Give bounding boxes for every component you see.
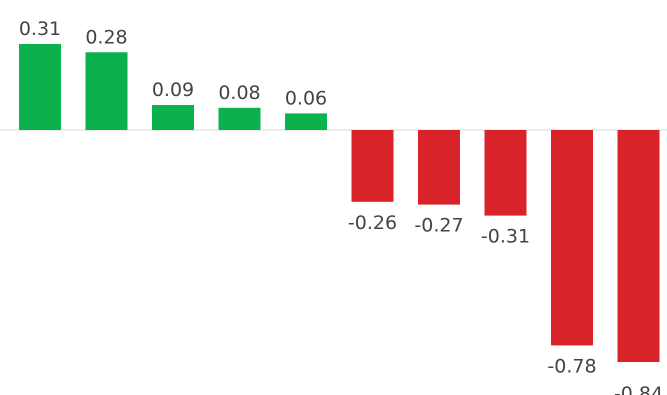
bar-value-label-5: 0.06	[285, 87, 327, 109]
bar-value-label-1: 0.31	[19, 18, 61, 40]
bar-value-label-10: -0.84	[614, 383, 663, 395]
data-labels-group: 0.31 0.28 0.09 0.08 0.06 -0.26 -0.27 -0.31 -0.78…	[19, 18, 663, 395]
bar-5	[285, 113, 327, 130]
bar-value-label-2: 0.28	[85, 26, 127, 48]
bar-value-label-9: -0.78	[547, 355, 596, 377]
bar-7	[418, 130, 460, 205]
bar-value-label-7: -0.27	[414, 215, 463, 237]
bar-4	[218, 107, 261, 130]
bars-group	[19, 44, 660, 362]
bar-9	[551, 130, 593, 346]
bar-1	[19, 44, 61, 130]
bar-6	[351, 130, 394, 202]
bar-8	[484, 130, 527, 216]
bar-10	[617, 130, 660, 362]
bar-3	[152, 105, 194, 130]
bar-value-label-3: 0.09	[152, 79, 194, 101]
bar-value-label-6: -0.26	[348, 212, 397, 234]
bar-value-label-4: 0.08	[218, 82, 260, 104]
bar-2	[85, 52, 128, 130]
bar-value-label-8: -0.31	[481, 226, 530, 248]
